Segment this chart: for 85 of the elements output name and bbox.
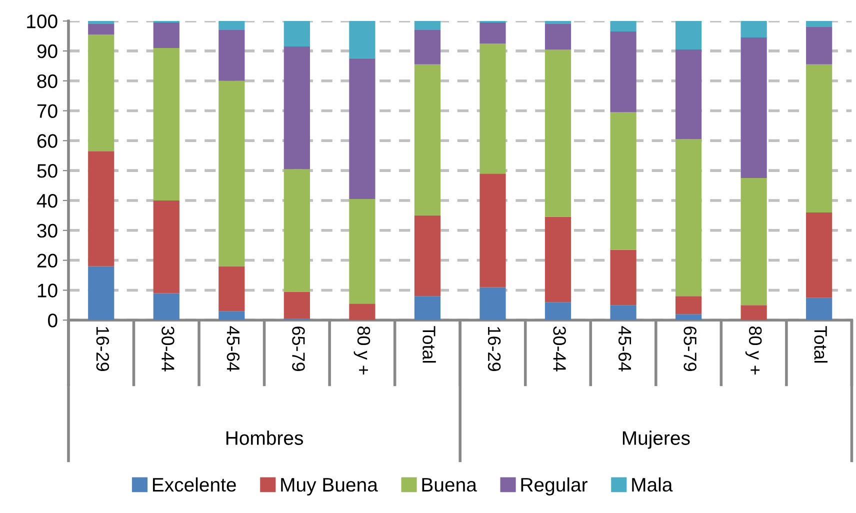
legend-label: Excelente [152,477,236,492]
text: Mujeres [622,430,690,449]
y-tick-label: 0 [48,314,58,328]
bar [806,27,832,64]
bar [349,58,376,199]
bar [480,43,506,174]
bar [284,46,310,170]
y-tick-label: 30 [37,224,58,238]
bar [675,296,702,314]
legend-label: Regular [521,477,588,496]
x-tick-label: 65-79 [684,326,696,371]
x-tick-label: 30-44 [162,326,174,372]
bar [544,21,572,24]
bar [284,292,310,319]
x-tick-label: 16-29 [488,327,501,371]
text: Hombres [226,430,304,445]
x-tick-label: 45-64 [226,326,240,372]
bar [480,287,506,320]
bar [806,21,832,28]
bar [218,311,245,320]
bar [153,293,180,320]
y-tick-label: 90 [37,44,58,58]
bar [675,314,702,320]
bar [610,250,636,306]
bar [675,139,702,296]
bar [88,151,114,266]
bar [218,21,245,30]
bar [610,32,636,112]
bar [88,266,114,320]
bar [675,49,702,140]
bar [806,64,832,212]
bar [610,21,636,32]
bar [480,22,506,44]
bar [153,48,180,200]
bar [544,49,572,217]
bar [218,30,245,81]
y-tick-label: 50 [37,164,58,178]
bar [480,174,506,288]
bar [218,266,245,312]
bar [544,216,572,302]
bar [153,22,180,48]
bar [88,34,114,152]
bar [806,212,832,298]
bar [284,169,310,292]
bar [610,305,636,320]
bar [414,296,441,320]
bar [414,30,441,64]
y-tick-label: 70 [37,104,58,118]
bar [349,21,376,58]
bar [153,200,180,294]
bar [218,80,245,266]
bar [740,37,767,178]
x-tick-label: Total [422,326,436,363]
y-tick-label: 10 [38,284,58,298]
x-tick-label: Total [814,326,828,363]
bar [544,302,572,320]
bar [88,24,114,34]
y-tick-label: 60 [37,134,58,148]
legend-label: Buena [422,478,477,492]
x-tick-label: 45-64 [618,326,632,372]
bar [414,21,441,30]
bar [610,112,636,250]
bar [414,64,441,216]
bar [740,21,767,38]
bar [740,305,767,320]
y-tick-label: 40 [36,194,58,208]
bar [675,21,702,50]
x-tick-label: 65-79 [292,326,305,371]
bar [349,304,376,320]
legend-label: Muy Buena [281,478,378,496]
bar [544,24,572,50]
y-tick-label: 20 [37,254,58,268]
legend-label: Mala [632,477,673,492]
bar [88,21,114,24]
x-tick-label: 80 y + [354,326,370,374]
bar [414,215,441,296]
bar [284,21,310,46]
bar [806,298,832,320]
bar [349,198,376,304]
x-tick-label: 16-29 [96,327,110,371]
x-tick-label: 80 y + [745,326,762,374]
y-tick-label: 80 [37,74,58,88]
bar [740,178,767,306]
x-tick-label: 30-44 [553,326,566,372]
y-tick-label: 100 [27,14,58,28]
